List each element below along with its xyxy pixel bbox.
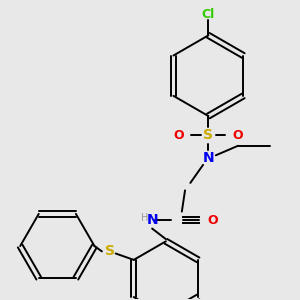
Text: N: N	[146, 213, 158, 227]
Text: H: H	[141, 213, 148, 223]
Text: S: S	[203, 128, 213, 142]
Text: Cl: Cl	[202, 8, 215, 21]
Text: S: S	[105, 244, 116, 258]
Text: N: N	[202, 152, 214, 166]
Text: O: O	[207, 214, 218, 226]
Text: O: O	[173, 129, 184, 142]
Text: O: O	[233, 129, 243, 142]
